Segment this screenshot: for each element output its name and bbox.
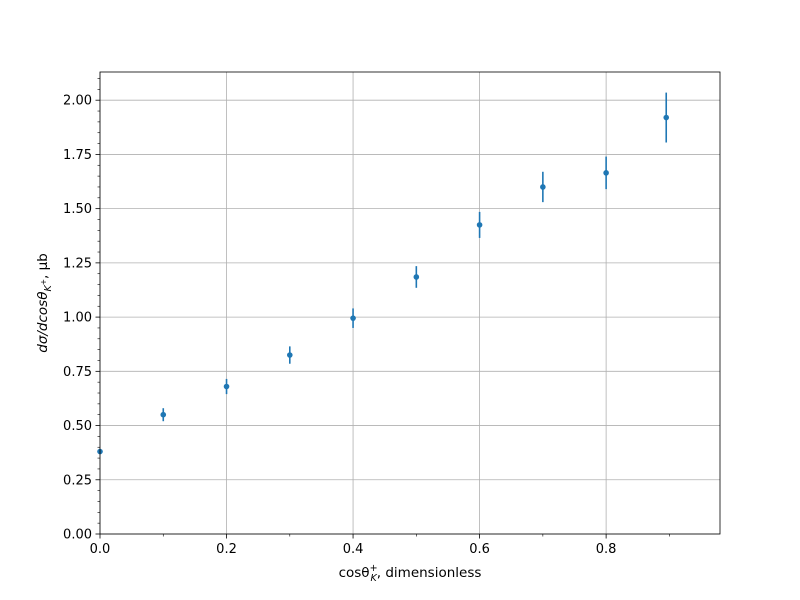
y-tick-label: 2.00 [63, 94, 92, 109]
data-point [663, 114, 670, 121]
y-axis-ticks: 0.00 0.25 0.50 0.75 1.00 1.25 1.50 1.75 2.00 [63, 78, 100, 543]
data-point [350, 315, 356, 321]
x-axis-label-sup: + [370, 563, 378, 574]
x-axis-ticks: 0.0 0.2 0.4 0.6 0.8 [90, 534, 670, 557]
y-tick-label: 1.75 [63, 148, 92, 163]
data-point [476, 222, 483, 228]
x-tick-label: 0.4 [343, 542, 364, 557]
data-point [160, 411, 167, 418]
data-point [223, 383, 230, 390]
data-point [413, 274, 420, 280]
x-tick-label: 0.8 [596, 542, 617, 557]
data-series [97, 92, 670, 455]
plot-frame [99, 71, 721, 535]
y-tick-label: 1.50 [63, 202, 92, 217]
y-axis-label-main: dσ/dcosθ [35, 292, 51, 353]
data-point [286, 352, 293, 358]
data-point [540, 184, 546, 190]
y-axis-label-subsup: + [39, 279, 48, 285]
y-tick-label: 0.50 [63, 419, 92, 434]
x-tick-label: 0.6 [469, 542, 490, 557]
x-axis-label-sub: K [371, 573, 378, 584]
x-tick-label: 0.2 [216, 542, 237, 557]
y-tick-label: 0.25 [63, 473, 92, 488]
data-point [603, 170, 609, 176]
y-axis-label-suffix: , μb [35, 253, 51, 279]
y-tick-label: 0.75 [63, 365, 92, 380]
y-tick-label: 1.25 [63, 256, 92, 271]
x-tick-label: 0.0 [90, 542, 111, 557]
x-axis-label: cosθ+ K, dimensionless [339, 563, 482, 584]
y-axis-label: dσ/dcosθK+, μb [35, 253, 54, 353]
y-tick-label: 1.00 [63, 311, 92, 326]
y-axis-label-sub: K [43, 285, 54, 292]
x-axis-label-suffix: , dimensionless [377, 565, 482, 581]
x-axis-label-main: cosθ [339, 565, 370, 581]
y-tick-label: 0.00 [63, 528, 92, 543]
